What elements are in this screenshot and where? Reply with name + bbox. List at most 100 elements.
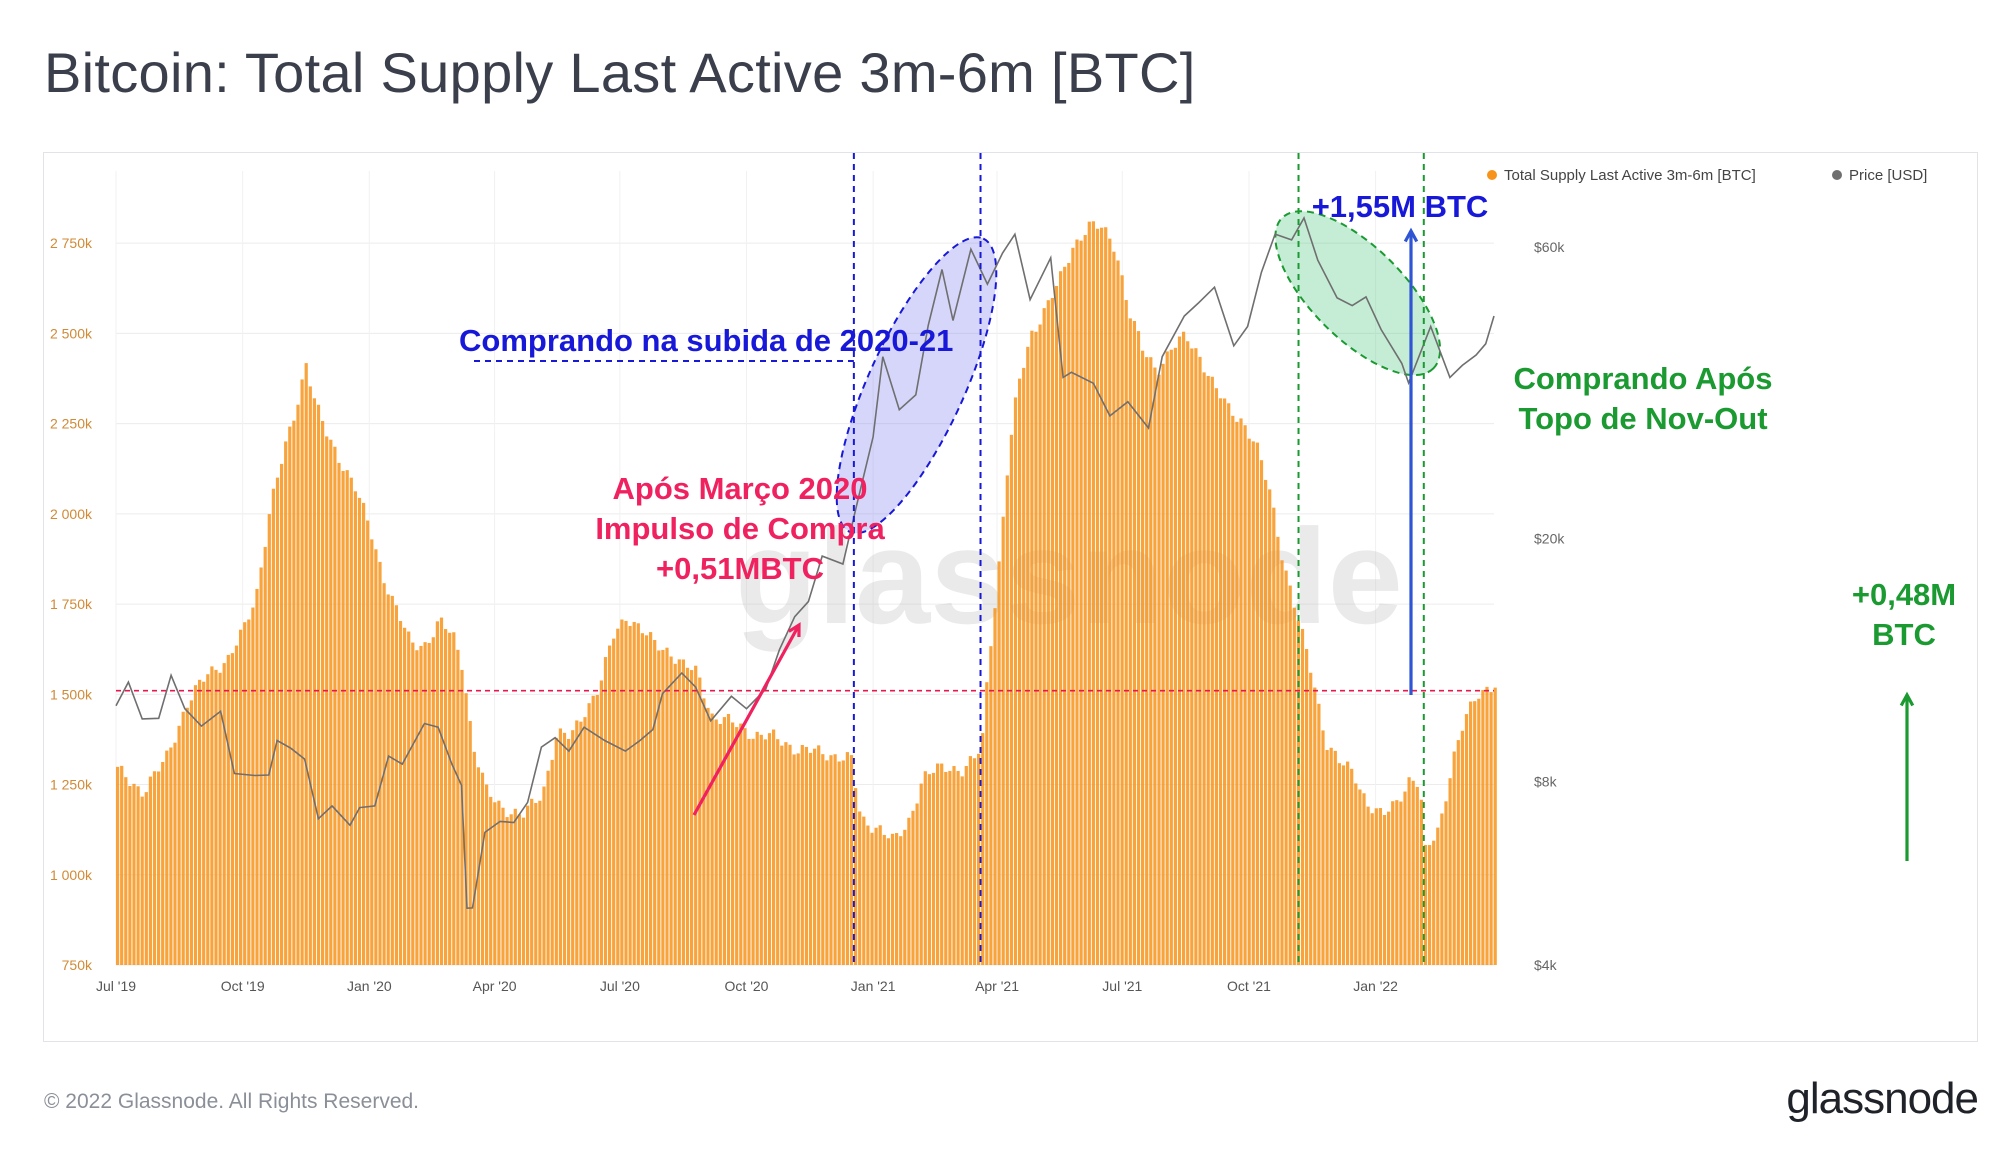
supply-bar (702, 698, 706, 965)
supply-bar (1116, 260, 1120, 965)
supply-bar (571, 730, 575, 965)
legend-price-label: Price [USD] (1849, 167, 1927, 184)
green-highlight-ellipse (1274, 210, 1442, 377)
annotations: Após Março 2020 Impulso de Compra +0,51MBT… (459, 189, 1956, 861)
supply-bar (927, 774, 931, 965)
supply-bar (1227, 403, 1231, 965)
supply-bar (128, 785, 132, 965)
supply-bar (300, 379, 304, 965)
supply-bar (1489, 692, 1493, 965)
supply-bar (755, 731, 759, 965)
supply-bar (587, 703, 591, 965)
supply-bar (562, 732, 567, 965)
x-tick-label: Jan '21 (851, 978, 896, 994)
supply-bar (116, 766, 120, 965)
supply-bar (1120, 275, 1124, 965)
supply-bar (1309, 672, 1313, 965)
supply-bar (1284, 570, 1288, 965)
supply-bar (731, 722, 735, 965)
supply-bar (788, 744, 792, 965)
supply-bar (198, 679, 202, 965)
supply-bar (751, 738, 755, 965)
supply-bar (288, 426, 292, 965)
supply-bar (677, 659, 681, 965)
supply-bar (1214, 388, 1218, 965)
supply-bar (1395, 800, 1399, 965)
supply-bar (1493, 687, 1497, 965)
supply-bar (1477, 698, 1481, 965)
x-tick-label: Jul '20 (600, 978, 640, 994)
supply-bar (419, 645, 423, 965)
supply-bar (407, 631, 411, 965)
supply-bar (275, 477, 280, 965)
supply-bar (247, 619, 251, 965)
supply-bar (862, 816, 866, 965)
supply-bar (1198, 356, 1202, 965)
supply-bar (370, 539, 374, 965)
supply-bar (173, 742, 177, 965)
supply-bar (1141, 350, 1145, 965)
supply-bar (152, 771, 157, 965)
supply-bar (1177, 336, 1182, 965)
supply-bar (1362, 793, 1366, 965)
supply-bar (1206, 375, 1210, 965)
supply-bar (1169, 349, 1173, 965)
highlight-ellipses (835, 210, 1442, 535)
supply-bar (653, 639, 657, 965)
supply-bar (132, 783, 136, 965)
supply-bar (763, 739, 767, 965)
supply-bar (423, 642, 427, 965)
price-line (115, 216, 1495, 910)
supply-bar (530, 798, 534, 965)
supply-bar (1354, 783, 1358, 965)
supply-bar (1407, 777, 1411, 965)
y-right-tick-label: $4k (1534, 957, 1558, 973)
supply-bar (202, 681, 206, 965)
supply-bar (255, 588, 259, 965)
supply-bar (480, 772, 485, 965)
supply-bar (1440, 813, 1444, 965)
red-arrow (692, 624, 801, 816)
supply-bar (218, 672, 222, 965)
supply-bar (1264, 479, 1268, 965)
supply-bar (903, 829, 907, 965)
supply-bar (726, 713, 731, 965)
supply-bar (1075, 239, 1079, 966)
supply-bar (1239, 418, 1243, 965)
x-tick-label: Jul '19 (96, 978, 136, 994)
y-left-tick-label: 1 250k (50, 777, 93, 793)
supply-bar (550, 759, 554, 965)
supply-bar (181, 711, 185, 965)
y-left-tick-label: 2 500k (50, 325, 93, 341)
supply-bar (1223, 398, 1227, 965)
supply-bar (226, 654, 230, 965)
supply-bar (1030, 330, 1034, 965)
supply-bar (1346, 761, 1350, 965)
supply-bar (1374, 808, 1378, 965)
supply-bar (1337, 763, 1341, 965)
supply-bar (403, 627, 407, 965)
supply-bar (120, 765, 124, 965)
y-right-tick-label: $60k (1534, 239, 1565, 255)
supply-bar (136, 786, 140, 965)
y-left-tick-label: 2 000k (50, 506, 93, 522)
supply-bar (464, 693, 468, 965)
x-tick-label: Oct '19 (221, 978, 265, 994)
supply-bar (538, 800, 542, 965)
supply-bar (1259, 460, 1264, 965)
y-right-tick-label: $8k (1534, 773, 1558, 789)
blue-annotation: Comprando na subida de 2020-21 (459, 323, 953, 358)
legend-price-marker (1832, 170, 1842, 180)
supply-bar (1481, 690, 1485, 965)
supply-bar (1194, 348, 1198, 965)
supply-bar (1063, 266, 1067, 965)
supply-bar (234, 645, 239, 965)
supply-bar (485, 784, 489, 965)
supply-bar (284, 441, 288, 965)
supply-bar (792, 754, 796, 965)
supply-bar (1419, 799, 1423, 965)
supply-bar (989, 646, 993, 965)
supply-bar (243, 622, 247, 965)
legend[interactable]: Total Supply Last Active 3m-6m [BTC] Pric… (1487, 167, 1927, 184)
supply-bar (644, 635, 649, 965)
